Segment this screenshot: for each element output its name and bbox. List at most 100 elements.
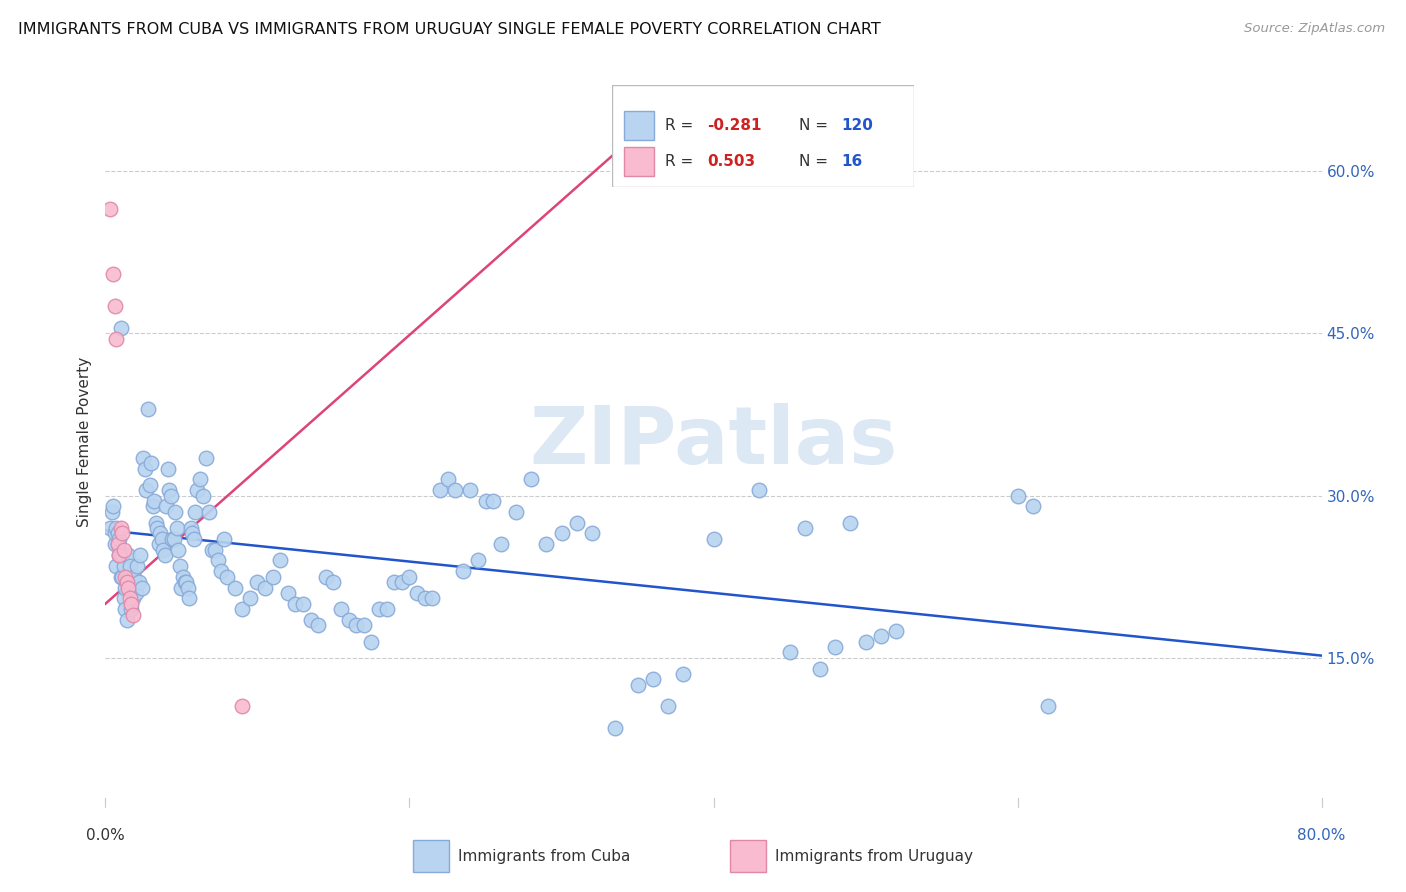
Point [672,667,695,681]
Point [170,581,193,595]
Point [188,472,211,486]
Point [413,591,436,606]
Point [138,477,160,491]
Text: N =: N = [799,119,832,133]
Text: R =: R = [665,119,697,133]
Text: Immigrants from Uruguay: Immigrants from Uruguay [775,849,973,863]
Point [436,472,458,486]
Point [172,570,194,584]
Point [1007,489,1029,503]
Point [262,570,284,584]
Text: 0.0%: 0.0% [86,828,125,843]
Point [191,489,214,503]
Point [156,461,179,475]
Point [148,537,170,551]
Point [451,564,474,578]
Point [337,613,360,627]
Point [626,678,648,692]
Point [155,500,177,514]
Point [120,597,142,611]
Point [149,526,172,541]
Point [839,516,862,530]
Point [482,494,505,508]
Point [520,472,543,486]
Point [115,570,138,584]
Point [641,673,664,687]
Point [344,618,367,632]
Point [322,575,344,590]
Point [603,721,626,735]
Point [136,402,159,417]
Point [162,532,184,546]
Point [117,548,139,562]
Point [108,532,131,546]
Point [98,202,121,216]
Point [884,624,907,638]
Point [307,618,329,632]
Text: Immigrants from Cuba: Immigrants from Cuba [458,849,631,863]
Point [536,537,558,551]
Point [112,558,135,573]
Point [204,542,226,557]
Point [110,321,132,335]
Point [145,516,167,530]
Point [183,532,205,546]
Point [159,489,181,503]
Point [103,537,125,551]
Point [139,456,162,470]
Bar [730,840,766,872]
Point [353,618,375,632]
Point [165,505,187,519]
Point [121,591,143,606]
Point [217,570,239,584]
Point [150,532,173,546]
Point [474,494,496,508]
Point [166,521,188,535]
Point [111,548,134,562]
Point [855,634,877,648]
Point [181,526,204,541]
Point [132,450,155,465]
Point [157,483,180,498]
Point [146,521,169,535]
Point [152,542,174,557]
Point [98,521,121,535]
Point [299,613,322,627]
Point [134,461,156,475]
Point [254,581,277,595]
Point [143,494,166,508]
Point [1036,699,1059,714]
Point [125,586,148,600]
Point [231,602,253,616]
Point [391,575,413,590]
Point [406,586,429,600]
Point [121,607,143,622]
Text: 80.0%: 80.0% [1298,828,1346,843]
Point [163,532,186,546]
Text: 16: 16 [841,154,863,169]
Point [550,526,572,541]
Point [209,564,232,578]
Point [186,483,208,498]
Point [207,553,229,567]
Point [169,558,191,573]
Point [142,500,165,514]
Point [284,597,307,611]
Point [368,602,391,616]
Point [180,521,202,535]
Point [108,548,131,562]
Point [224,581,246,595]
Point [1022,500,1045,514]
Text: R =: R = [665,154,697,169]
Point [114,581,136,595]
Bar [624,112,654,140]
Point [105,521,128,535]
Point [107,537,129,551]
Point [167,542,190,557]
Point [177,591,200,606]
Point [115,575,138,590]
Text: N =: N = [799,154,832,169]
Point [292,597,315,611]
Point [330,602,353,616]
Point [118,591,141,606]
